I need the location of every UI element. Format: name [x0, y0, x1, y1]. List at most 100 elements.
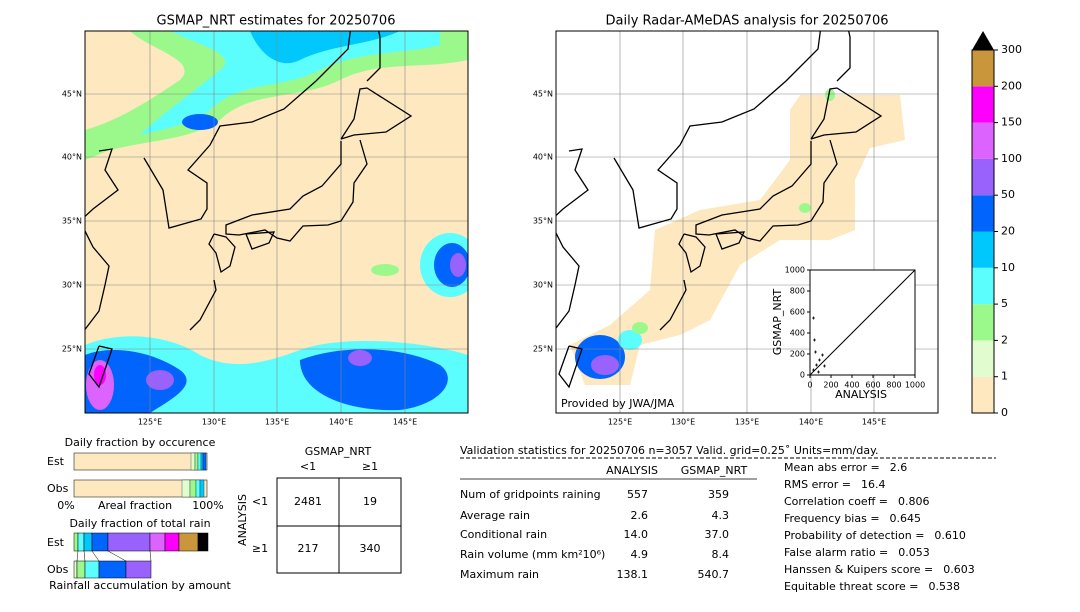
lat-label: 25°N	[62, 345, 82, 354]
lon-label: 145°E	[393, 418, 417, 427]
contingency-cell: 217	[298, 542, 319, 555]
occurrence-row: Est	[47, 455, 65, 468]
occurrence-axis: Areal fraction	[98, 499, 172, 512]
total-rain-row: Obs	[47, 563, 69, 576]
contingency-col: <1	[300, 460, 316, 473]
score-value: 0.053	[898, 546, 930, 559]
stat-label: Maximum rain	[460, 568, 539, 581]
lon-label: 135°E	[735, 418, 759, 427]
stat-value: 4.9	[631, 548, 649, 561]
stat-label: Conditional rain	[460, 528, 547, 541]
left-map-frame	[84, 30, 469, 414]
stat-value: 540.7	[698, 568, 730, 581]
scatter-points	[812, 316, 826, 374]
colorbar-label: 2	[1001, 333, 1008, 346]
y-tick-label: 1000	[785, 266, 805, 275]
occurrence-title: Daily fraction by occurence	[65, 436, 216, 449]
stat-value: 2.6	[631, 509, 649, 522]
diagonal	[809, 269, 916, 376]
stat-label: Average rain	[460, 509, 530, 522]
lon-label: 135°E	[265, 418, 289, 427]
y-tick-label: 800	[790, 287, 805, 296]
contingency-row-title: ANALYSIS	[236, 494, 249, 546]
score-value: 0.538	[928, 580, 960, 593]
lon-label: 130°E	[202, 418, 226, 427]
y-tick-label: 400	[790, 329, 805, 338]
x-tick-label: 800	[886, 381, 901, 390]
right-map-title: Daily Radar-AMeDAS analysis for 20250706	[606, 14, 889, 29]
contingency-col-title: GSMAP_NRT	[305, 445, 372, 458]
total-rain-title: Daily fraction of total rain	[69, 517, 210, 530]
colorbar-label: 0	[1001, 406, 1008, 419]
stat-value: 4.3	[712, 509, 730, 522]
score-value: 0.610	[934, 529, 966, 542]
score-label: RMS error =	[784, 478, 851, 491]
contingency-row: <1	[252, 495, 268, 508]
score-label: Probability of detection =	[784, 529, 924, 542]
contingency-row: ≥1	[252, 542, 268, 555]
right-map	[556, 31, 938, 413]
score-label: Mean abs error =	[784, 461, 880, 474]
colorbar-label: 1	[1001, 370, 1008, 383]
x-tick-label: 400	[844, 381, 859, 390]
score-value: 2.6	[890, 461, 908, 474]
lat-label: 40°N	[533, 153, 553, 162]
colorbar-label: 100	[1001, 152, 1022, 165]
left-map	[85, 31, 468, 413]
total-rain-caption: Rainfall accumulation by amount	[49, 579, 231, 592]
colorbar-band	[972, 50, 994, 87]
stat-value: 37.0	[705, 528, 730, 541]
stat-label: Num of gridpoints raining	[460, 488, 601, 501]
x-tick-label: 1000	[905, 381, 925, 390]
lat-label: 40°N	[62, 153, 82, 162]
occurrence-bars	[73, 452, 208, 498]
colorbar-band	[972, 340, 994, 377]
stat-value: 14.0	[624, 528, 649, 541]
score-label: Correlation coeff =	[784, 495, 888, 508]
contingency-cell: 2481	[294, 495, 322, 508]
stat-label: Rain volume (mm km²10⁶)	[460, 548, 605, 561]
occurrence-axis: 100%	[192, 499, 223, 512]
colorbar-band	[972, 158, 994, 196]
lat-label: 35°N	[62, 217, 82, 226]
contingency-cell: 19	[363, 495, 377, 508]
lat-label: 45°N	[62, 90, 82, 99]
colorbar-label: 200	[1001, 79, 1022, 92]
colorbar-band	[972, 304, 994, 341]
colorbar-extend	[972, 31, 994, 50]
lat-label: 45°N	[533, 90, 553, 99]
contingency-cell: 340	[360, 542, 381, 555]
stat-value: 557	[627, 488, 648, 501]
y-tick-label: 600	[790, 308, 805, 317]
score-label: Equitable threat score =	[784, 580, 918, 593]
score-value: 0.645	[890, 512, 922, 525]
score-label: Hanssen & Kuipers score =	[784, 563, 933, 576]
credit: Provided by JWA/JMA	[561, 397, 675, 410]
colorbar-label: 10	[1001, 261, 1015, 274]
scatter-xlabel: ANALYSIS	[835, 388, 887, 401]
colorbar-label: 20	[1001, 225, 1015, 238]
colorbar-label: 150	[1001, 116, 1022, 129]
lat-label: 35°N	[533, 217, 553, 226]
total-rain-bars	[73, 532, 209, 579]
colorbar-band	[972, 376, 994, 413]
validation-header: Validation statistics for 20250706 n=305…	[460, 444, 879, 457]
right-map-frame	[555, 30, 939, 414]
lat-label: 30°N	[533, 281, 553, 290]
score-value: 0.806	[898, 495, 930, 508]
x-tick-label: 200	[823, 381, 838, 390]
score-value: 0.603	[943, 563, 975, 576]
lon-label: 125°E	[138, 418, 162, 427]
colorbar-band	[972, 231, 994, 268]
lon-label: 125°E	[608, 418, 632, 427]
occurrence-row: Obs	[47, 482, 69, 495]
stat-value: 8.4	[712, 548, 730, 561]
left-map-title: GSMAP_NRT estimates for 20250706	[157, 14, 396, 29]
colorbar-band	[972, 122, 994, 159]
y-tick-label: 200	[790, 350, 805, 359]
lon-label: 145°E	[862, 418, 886, 427]
x-tick-label: 600	[865, 381, 880, 390]
colorbar-label: 300	[1001, 43, 1022, 56]
lon-label: 140°E	[799, 418, 823, 427]
occurrence-axis: 0%	[57, 499, 74, 512]
